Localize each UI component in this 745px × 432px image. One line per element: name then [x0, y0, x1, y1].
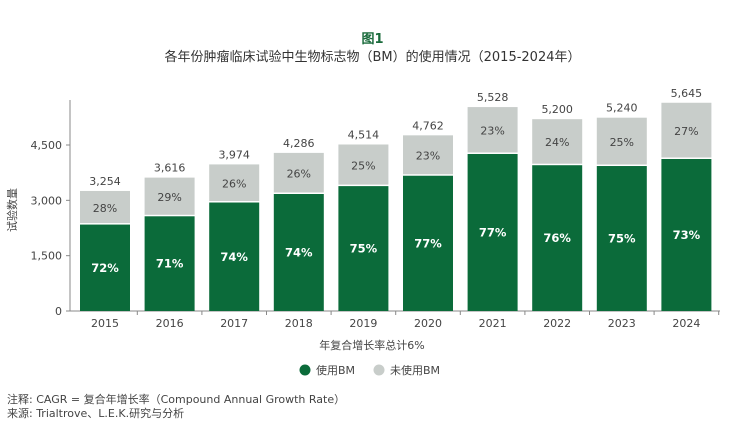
x-tick-label: 2021 — [479, 317, 507, 330]
data-label-used: 75% — [608, 232, 636, 246]
bar-used-bm — [403, 175, 453, 311]
bar-used-bm — [596, 166, 647, 311]
bar-unused-bm — [403, 135, 453, 175]
data-label-used: 71% — [156, 257, 184, 271]
x-tick-label: 2020 — [414, 317, 442, 330]
total-label: 3,254 — [89, 175, 121, 188]
data-label-used: 74% — [220, 250, 248, 264]
figure-label: 图1 — [361, 32, 384, 47]
total-label: 4,286 — [283, 137, 315, 150]
bar-unused-bm — [467, 107, 518, 153]
data-label-unused: 27% — [674, 125, 698, 138]
total-label: 3,974 — [218, 148, 250, 161]
y-tick-label: 4,500 — [31, 139, 63, 152]
chart-title: 各年份肿瘤临床试验中生物标志物（BM）的使用情况（2015-2024年） — [164, 50, 581, 65]
bar-unused-bm — [209, 164, 260, 202]
bar-unused-bm — [273, 152, 324, 193]
total-label: 5,240 — [606, 102, 638, 115]
bar-used-bm — [338, 186, 389, 311]
data-label-used: 74% — [285, 246, 313, 260]
x-tick-label: 2023 — [608, 317, 636, 330]
data-label-used: 77% — [414, 236, 442, 250]
x-tick-label: 2019 — [349, 317, 377, 330]
bar-unused-bm — [661, 102, 712, 158]
x-tick-label: 2017 — [220, 317, 248, 330]
bar-used-bm — [144, 216, 195, 311]
footnote: 注释: CAGR = 复合年增长率（Compound Annual Growth… — [7, 393, 346, 406]
x-axis-label: 年复合增长率总计6% — [319, 338, 424, 352]
legend-label-used-bm: 使用BM — [316, 364, 355, 377]
total-label: 5,528 — [477, 91, 509, 104]
bar-used-bm — [532, 165, 583, 311]
source-note: 来源: Trialtrove、L.E.K.研究与分析 — [7, 407, 185, 420]
bar-unused-bm — [338, 144, 389, 185]
total-label: 4,762 — [412, 119, 444, 132]
data-label-used: 73% — [673, 228, 701, 242]
data-label-unused: 24% — [545, 136, 569, 149]
y-tick-label: 1,500 — [31, 250, 63, 263]
data-label-unused: 23% — [480, 125, 504, 138]
bar-unused-bm — [80, 190, 130, 224]
bar-unused-bm — [532, 119, 583, 164]
x-tick-label: 2016 — [156, 317, 184, 330]
data-label-used: 77% — [479, 225, 507, 239]
x-tick-label: 2018 — [285, 317, 313, 330]
x-tick-label: 2015 — [91, 317, 119, 330]
legend-marker-unused-bm — [373, 364, 385, 376]
x-tick-label: 2022 — [543, 317, 571, 330]
legend-label-unused-bm: 未使用BM — [390, 364, 440, 377]
data-label-unused: 26% — [222, 177, 246, 190]
bar-used-bm — [661, 158, 712, 311]
legend-marker-used-bm — [299, 364, 311, 376]
bar-used-bm — [209, 202, 260, 311]
bar-unused-bm — [144, 177, 195, 215]
y-tick-label: 0 — [55, 305, 62, 318]
bar-used-bm — [80, 224, 130, 311]
total-label: 4,514 — [348, 128, 380, 141]
data-label-unused: 23% — [416, 150, 440, 163]
y-tick-label: 3,000 — [31, 194, 63, 207]
x-tick-label: 2024 — [672, 317, 700, 330]
total-label: 3,616 — [154, 162, 186, 175]
data-label-used: 75% — [350, 242, 378, 256]
data-label-unused: 25% — [610, 136, 634, 149]
data-label-used: 72% — [91, 261, 119, 275]
data-label-unused: 26% — [287, 167, 311, 180]
bar-used-bm — [273, 194, 324, 311]
data-label-unused: 29% — [157, 191, 181, 204]
bar-unused-bm — [596, 117, 647, 165]
total-label: 5,200 — [541, 103, 573, 116]
data-label-used: 76% — [543, 231, 571, 245]
data-label-unused: 25% — [351, 159, 375, 172]
total-label: 5,645 — [671, 87, 703, 100]
data-label-unused: 28% — [93, 202, 117, 215]
y-axis-label: 试验数量 — [5, 188, 19, 232]
bar-used-bm — [467, 153, 518, 311]
